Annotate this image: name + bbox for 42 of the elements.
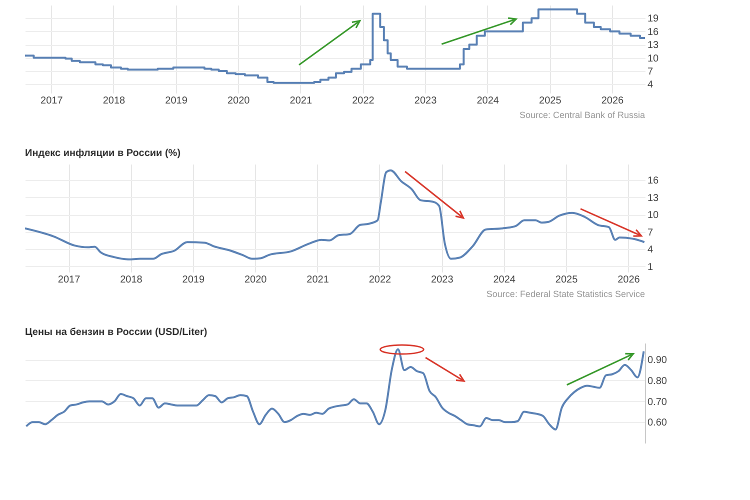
y-tick-label: 7 — [648, 227, 654, 238]
x-tick-label: 2019 — [182, 274, 205, 286]
x-tick-label: 2023 — [431, 274, 454, 286]
chart-title: Индекс инфляции в России (%) — [25, 148, 181, 159]
x-tick-label: 2025 — [539, 96, 562, 106]
x-tick-label: 2023 — [414, 96, 438, 106]
y-tick-label: 0.80 — [648, 376, 668, 387]
line-series — [25, 169, 645, 260]
chart-title: Цены на бензин в России (USD/Liter) — [25, 327, 208, 338]
y-tick-label: 0.90 — [648, 355, 668, 366]
x-tick-label: 2025 — [555, 274, 578, 286]
source-note: Source: Federal State Statistics Service — [486, 289, 645, 299]
y-tick-label: 4 — [648, 244, 654, 256]
x-tick-label: 2017 — [58, 274, 81, 286]
x-tick-label: 2026 — [618, 274, 640, 286]
y-tick-label: 1 — [648, 262, 654, 273]
x-tick-label: 2021 — [306, 274, 330, 286]
y-tick-label: 0.60 — [648, 418, 668, 429]
x-tick-label: 2018 — [120, 274, 143, 286]
y-tick-label: 0.70 — [648, 396, 668, 408]
y-tick-label: 10 — [648, 53, 660, 64]
y-tick-label: 13 — [648, 40, 660, 52]
y-tick-label: 13 — [648, 192, 660, 204]
x-tick-label: 2026 — [601, 96, 624, 106]
x-tick-label: 2022 — [368, 274, 392, 286]
y-tick-label: 4 — [648, 80, 654, 91]
y-tick-label: 7 — [648, 66, 654, 78]
y-tick-label: 16 — [648, 26, 660, 38]
x-tick-label: 2019 — [165, 96, 188, 106]
y-tick-label: 16 — [648, 176, 660, 187]
x-tick-label: 2024 — [493, 274, 516, 286]
x-tick-label: 2020 — [244, 274, 268, 286]
x-tick-label: 2021 — [290, 96, 312, 106]
x-tick-label: 2024 — [476, 96, 500, 106]
source-note: Source: Central Bank of Russia — [519, 110, 645, 120]
y-tick-label: 19 — [648, 14, 660, 25]
x-tick-label: 2020 — [227, 96, 250, 106]
line-series — [25, 348, 645, 430]
x-tick-label: 2022 — [352, 96, 375, 106]
x-tick-label: 2017 — [40, 96, 64, 106]
y-tick-label: 10 — [648, 210, 660, 222]
x-tick-label: 2018 — [102, 96, 126, 106]
